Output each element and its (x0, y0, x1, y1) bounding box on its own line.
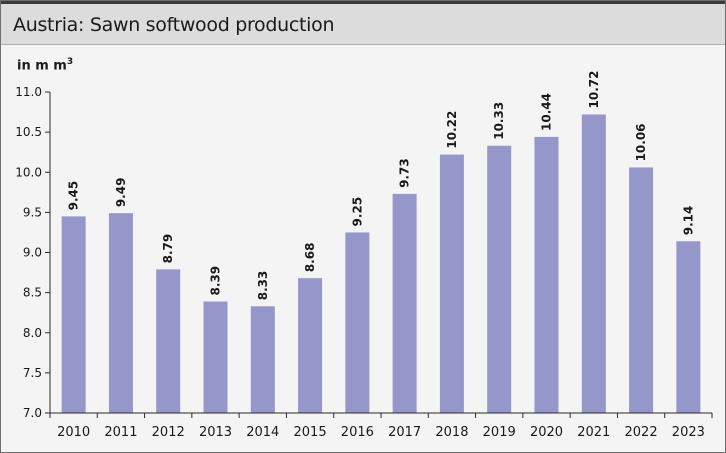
y-tick-label: 9.0 (23, 246, 42, 260)
x-tick-label: 2022 (625, 425, 658, 440)
y-axis-unit-superscript: 3 (66, 57, 74, 67)
x-tick-label: 2020 (530, 425, 563, 440)
x-tick-label: 2018 (435, 425, 468, 440)
bar (439, 154, 464, 413)
data-label: 8.79 (161, 234, 175, 264)
bar (534, 136, 559, 413)
data-label: 9.45 (67, 181, 81, 211)
x-tick-label: 2015 (294, 425, 327, 440)
y-tick-label: 8.0 (23, 326, 42, 340)
x-tick-label: 2017 (388, 425, 421, 440)
bar (203, 301, 228, 413)
bar (345, 232, 370, 413)
x-tick-label: 2021 (577, 425, 610, 440)
x-tick-label: 2011 (104, 425, 137, 440)
bar (629, 167, 654, 413)
data-label: 9.14 (681, 206, 695, 236)
title-bar: Austria: Sawn softwood production (1, 1, 725, 45)
bar-series: 9.45 9.49 8.79 8.39 8.33 8.68 9.25 9.73 10.22 10.… (61, 71, 701, 413)
data-label: 9.73 (398, 158, 412, 188)
bar (676, 241, 701, 413)
y-tick-label: 10.0 (15, 165, 42, 179)
x-tick-label: 2014 (246, 425, 279, 440)
data-label: 9.49 (114, 178, 128, 208)
y-tick-label: 7.0 (23, 406, 42, 420)
bar (487, 145, 512, 413)
y-tick-label: 8.5 (23, 286, 42, 300)
y-axis-unit-text: in m m (17, 58, 67, 74)
y-tick-label: 9.5 (23, 205, 42, 219)
bar (250, 306, 275, 413)
y-tick-label: 11.0 (15, 85, 42, 99)
data-label: 10.33 (492, 102, 506, 140)
data-label: 8.39 (209, 266, 223, 296)
data-label: 10.72 (587, 71, 601, 109)
data-label: 9.25 (350, 197, 364, 227)
y-axis-unit-label: in m m3 (17, 57, 73, 73)
bar (392, 193, 417, 413)
bar (61, 216, 86, 413)
y-axis: 7.0 7.5 8.0 8.5 9.0 9.5 10.0 10.5 11.0 (15, 85, 51, 420)
data-label: 8.68 (303, 243, 317, 273)
x-axis: 2010 2011 2012 2013 2014 2015 2016 2017 2018 2019… (49, 412, 713, 440)
x-tick-label: 2019 (483, 425, 516, 440)
x-tick-label: 2016 (341, 425, 374, 440)
x-tick-label: 2013 (199, 425, 232, 440)
bar (108, 213, 133, 413)
data-label: 8.33 (256, 271, 270, 301)
y-tick-label: 10.5 (15, 125, 42, 139)
x-tick-label: 2012 (152, 425, 185, 440)
chart-title: Austria: Sawn softwood production (13, 14, 335, 36)
bar (298, 278, 323, 413)
data-label: 10.44 (540, 93, 554, 131)
x-tick-label: 2023 (672, 425, 705, 440)
bar (581, 114, 606, 413)
data-label: 10.06 (634, 123, 648, 161)
bar (156, 269, 181, 413)
y-tick-label: 7.5 (23, 366, 42, 380)
x-tick-label: 2010 (57, 425, 90, 440)
data-label: 10.22 (445, 111, 459, 149)
